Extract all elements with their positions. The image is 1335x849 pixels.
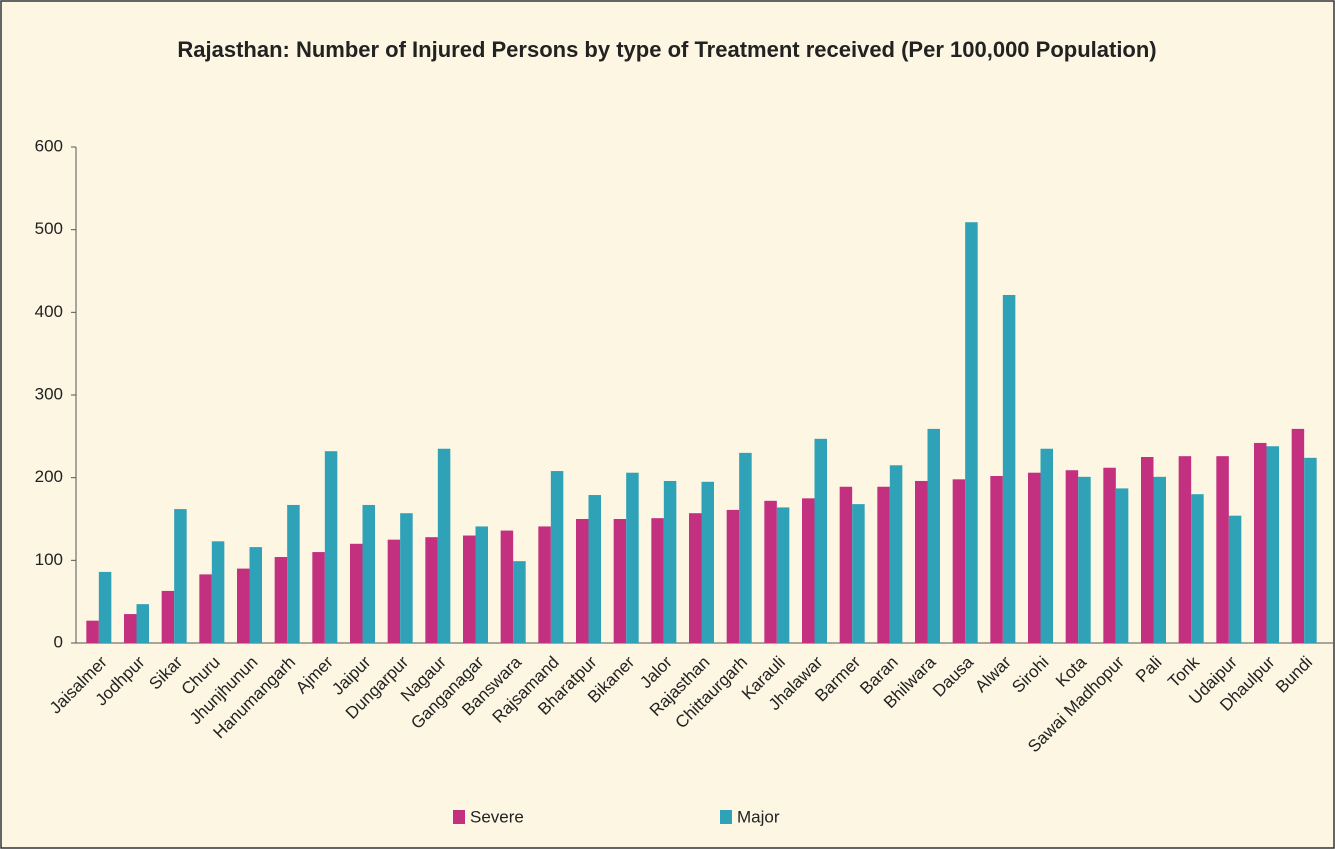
bar	[350, 543, 363, 643]
bar	[1254, 442, 1267, 643]
bar	[237, 568, 250, 643]
bar	[274, 557, 288, 643]
bar	[437, 448, 451, 643]
bar	[1065, 470, 1079, 643]
bar	[839, 486, 853, 643]
bar	[362, 504, 375, 643]
bar	[475, 526, 488, 643]
bar	[425, 537, 438, 643]
legend-swatch	[453, 810, 465, 824]
bar	[98, 571, 112, 643]
y-tick-label: 200	[35, 467, 63, 486]
bar	[990, 476, 1003, 643]
bar	[626, 472, 639, 643]
bar	[889, 465, 903, 643]
bar	[211, 541, 225, 643]
bar	[124, 614, 137, 643]
bar	[287, 504, 300, 643]
bar	[739, 452, 752, 643]
bar	[1078, 476, 1091, 643]
bar	[1178, 456, 1192, 643]
bar	[613, 519, 627, 643]
bar	[500, 530, 514, 643]
bar	[689, 513, 702, 643]
y-tick-label: 100	[35, 550, 63, 569]
bar	[952, 479, 966, 643]
bar	[726, 509, 740, 643]
bar	[651, 518, 664, 643]
bar	[249, 547, 262, 643]
bar	[1002, 294, 1016, 643]
bar	[538, 526, 551, 643]
bar	[852, 504, 865, 643]
bar	[927, 428, 940, 643]
bar	[1141, 457, 1154, 643]
bar	[1216, 456, 1229, 643]
bar	[400, 513, 413, 643]
bar	[701, 481, 714, 643]
chart-title: Rajasthan: Number of Injured Persons by …	[177, 37, 1156, 62]
bar	[463, 535, 476, 643]
y-tick-label: 500	[35, 219, 63, 238]
bar	[915, 480, 928, 643]
bar	[550, 471, 564, 643]
bar	[814, 438, 827, 643]
bar	[1103, 467, 1116, 643]
bar	[1191, 494, 1204, 643]
bar	[312, 552, 325, 643]
y-tick-label: 300	[35, 384, 63, 403]
bar	[776, 507, 790, 643]
bar	[1115, 488, 1129, 643]
y-tick-label: 400	[35, 302, 63, 321]
bar	[802, 498, 815, 643]
bar	[1228, 515, 1242, 643]
y-tick-label: 600	[35, 136, 63, 155]
legend-swatch	[720, 810, 732, 824]
bar	[387, 539, 401, 643]
bar	[199, 574, 212, 643]
legend-label: Severe	[470, 807, 524, 826]
y-tick-label: 0	[54, 632, 63, 651]
bar	[136, 604, 149, 643]
legend-label: Major	[737, 807, 780, 826]
bar	[764, 500, 777, 643]
bar	[513, 561, 526, 643]
bar	[1291, 428, 1305, 643]
bar	[324, 451, 338, 643]
bar	[1040, 448, 1053, 643]
bar	[576, 519, 589, 643]
bar	[1266, 446, 1279, 643]
bar	[174, 509, 187, 643]
bar	[1304, 457, 1317, 643]
bar	[877, 486, 890, 643]
bar	[161, 590, 175, 643]
bar	[1028, 472, 1041, 643]
bar	[86, 620, 99, 643]
bar	[1153, 476, 1166, 643]
bar	[965, 222, 978, 643]
bar	[663, 480, 677, 643]
bar	[588, 495, 601, 643]
